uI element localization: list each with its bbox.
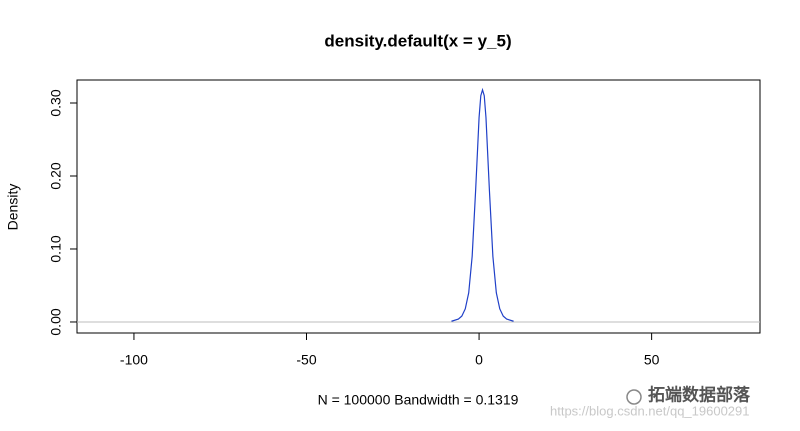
y-tick-label: 0.00 bbox=[48, 308, 64, 335]
x-tick-label: -50 bbox=[296, 352, 316, 368]
watermark-brand: 拓端数据部落 bbox=[648, 384, 751, 404]
y-tick-label: 0.10 bbox=[48, 235, 64, 262]
x-tick-label: -100 bbox=[120, 352, 148, 368]
wechat-icon bbox=[626, 389, 642, 405]
x-axis-label: N = 100000 Bandwidth = 0.1319 bbox=[318, 392, 519, 408]
y-tick-label: 0.20 bbox=[48, 162, 64, 189]
x-tick-label: 50 bbox=[644, 352, 660, 368]
x-tick-label: 0 bbox=[475, 352, 483, 368]
y-tick-label: 0.30 bbox=[48, 89, 64, 116]
watermark-url: https://blog.csdn.net/qq_19600291 bbox=[550, 403, 750, 418]
density-line bbox=[451, 87, 514, 322]
y-axis-label: Density bbox=[5, 184, 21, 231]
chart-title: density.default(x = y_5) bbox=[324, 31, 511, 50]
plot-frame bbox=[76, 79, 761, 334]
